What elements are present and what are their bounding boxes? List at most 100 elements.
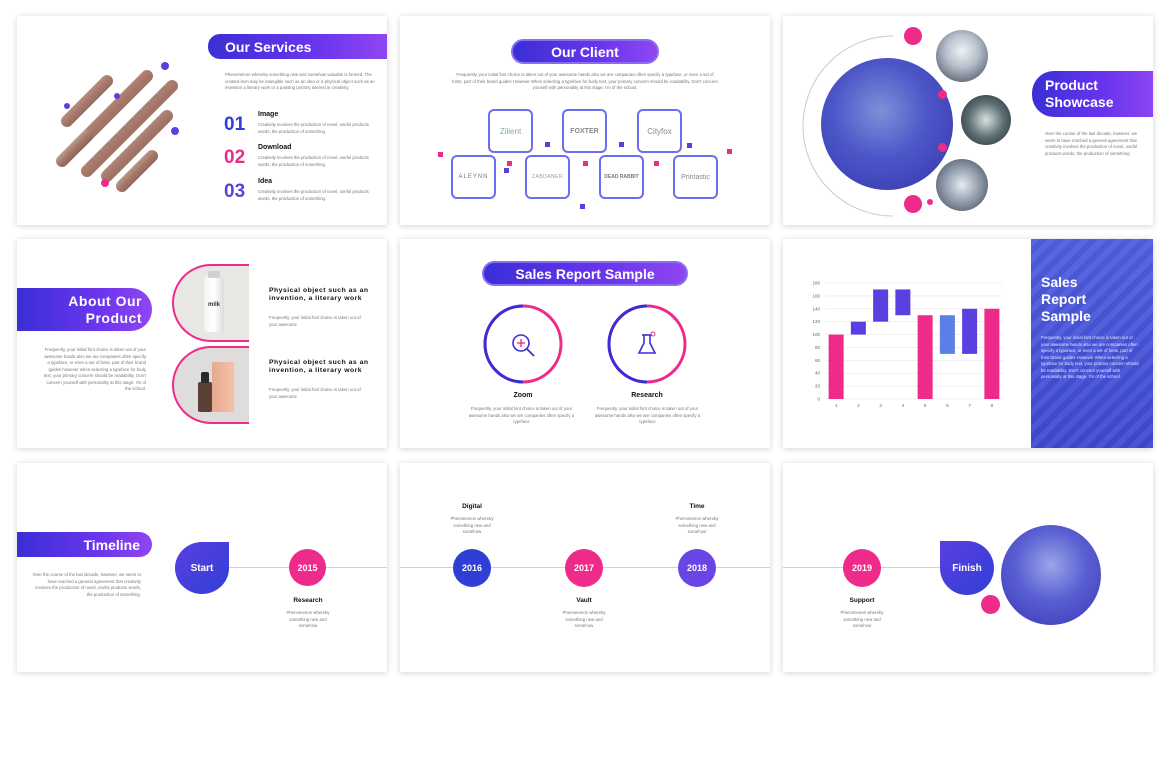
deco-dot [938,90,947,99]
about-title-line2: Product [85,309,142,326]
about-item-desc-2: Frequently, your initial font choice is … [269,387,361,399]
sales-panel-title-line2: Report [1041,291,1087,307]
client-logo-deadrabbit[interactable]: DEAD RABBIT [599,155,644,199]
sales-title: Sales Report Sample [515,265,655,282]
chart-bar [962,308,978,354]
slide-timeline-finish[interactable]: 2019 Support Phenomenon whereby somethin… [783,463,1153,672]
deco-dot [981,595,1000,614]
services-item-desc-3: Creativity involves the production of no… [258,189,369,201]
sales-panel-title: Sales Report Sample [1041,274,1091,325]
timeline-support-label: Support [849,597,875,604]
client-logo-cityfox[interactable]: Cityfox [637,109,682,153]
slide-our-services[interactable]: Our Services Phenomenon whereby somethin… [17,16,387,225]
deco-dot [927,199,933,205]
research-desc: Frequently, your initial font choice is … [594,406,701,424]
showcase-title-line2: Showcase [1045,94,1114,110]
timeline-research-desc: Phenomenon whereby something new and som… [286,610,330,628]
chart-bar [939,315,955,354]
logo-zilient-label: Zilient [499,126,522,136]
timeline-desc: Over the course of the last decade, howe… [32,572,141,597]
timeline-start-node[interactable]: Start [175,542,229,594]
services-item-title-1: Image [258,111,279,118]
services-num-1: 01 [224,114,246,135]
deco-square [583,161,588,166]
dropper-box [212,362,234,412]
milk-bottle [204,276,224,332]
slide-about-product[interactable]: About Our Product Frequently, your initi… [17,239,387,448]
logo-deadrabbit-label: DEAD RABBIT [604,174,639,180]
services-item-desc-1: Creativity involves the production of no… [258,122,369,134]
timeline-year-2019-label: 2019 [851,563,873,573]
about-item-desc-1: Frequently, your initial font choice is … [269,315,361,327]
timeline-year-2019[interactable]: 2019 [843,549,881,587]
deco-dot [904,27,922,45]
chart-y-tick: 140 [812,306,820,311]
chart-x-tick: 8 [991,403,994,408]
logo-foxter-label: FOXTER [570,127,599,135]
zoom-ring [483,304,563,384]
deco-square [727,149,732,154]
client-logo-foxter[interactable]: FOXTER [562,109,607,153]
services-item-title-3: Idea [258,178,273,185]
services-photo-collage [56,62,179,192]
about-title-line1: About Our [68,292,142,309]
showcase-desc: Over the course of the last decade, howe… [1045,131,1138,156]
slide-timeline-mid[interactable]: 2016 2017 2018 Digital Phenomenon whereb… [400,463,770,672]
about-item-title-2: Physical object such as an invention, a … [269,359,369,374]
about-title-pill: About Our Product [17,288,152,331]
product-dropper-image [172,346,249,424]
slide-our-client[interactable]: Our Client Frequently, your initial font… [400,16,770,225]
milk-bottle-cap [208,271,220,278]
sales-side-panel: Sales Report Sample Frequently, your ini… [1031,239,1153,448]
showcase-title-line1: Product [1045,77,1098,93]
chart-y-tick: 60 [815,358,821,363]
deco-square [545,142,550,147]
milk-label: milk [207,302,220,308]
sales-panel-title-line3: Sample [1041,308,1091,324]
client-logo-aleynn[interactable]: ALEYNN [451,155,496,199]
chart-y-tick: 20 [815,384,821,389]
client-logo-zilient[interactable]: Zilient [488,109,533,153]
dropper-bottle [198,382,212,412]
timeline-year-2017-label: 2017 [573,563,595,573]
timeline-year-2017[interactable]: 2017 [565,549,603,587]
showcase-photo-1 [936,30,988,82]
chart-x-tick: 3 [879,403,882,408]
deco-square [619,142,624,147]
services-intro: Phenomenon whereby something new and som… [225,72,375,90]
timeline-vault-label: Vault [576,597,592,604]
deco-square [580,204,585,209]
timeline-time-desc: Phenomenon whereby something new and som… [675,516,719,534]
client-intro: Frequently, your initial font choice is … [452,72,718,90]
chart-y-tick: 160 [812,293,820,298]
timeline-year-2018[interactable]: 2018 [678,549,716,587]
client-logo-printastic[interactable]: Printastic [673,155,718,199]
about-item-title-1: Physical object such as an invention, a … [269,287,369,302]
chart-y-tick: 0 [817,397,820,402]
timeline-year-2015[interactable]: 2015 [289,549,326,586]
chart-bar [895,289,911,316]
chart-x-tick: 6 [946,403,949,408]
showcase-title-pill: Product Showcase [1032,71,1153,117]
client-title: Our Client [551,43,619,60]
zoom-desc: Frequently, your initial font choice is … [468,406,575,424]
timeline-year-2016[interactable]: 2016 [453,549,491,587]
client-title-pill: Our Client [511,39,659,64]
flask-icon [637,331,657,354]
logo-zabdaner-label: ZABDANER [531,174,564,180]
chart-y-tick: 100 [812,332,820,337]
slide-product-showcase[interactable]: Product Showcase Over the course of the … [783,16,1153,225]
deco-dot [904,195,922,213]
timeline-finish-node[interactable]: Finish [940,541,994,595]
slide-sales-chart[interactable]: 0 20 40 60 80 100 120 140 160 180 1 2 3 4 5 6 7 8 Sales R… [783,239,1153,448]
chart-x-tick: 2 [857,403,860,408]
chart-y-tick: 120 [812,319,820,324]
zoom-icon [512,334,535,357]
sales-panel-photo-texture [1031,239,1153,448]
slide-sales-report[interactable]: Sales Report Sample Zoom Frequently, you… [400,239,770,448]
chart-bar [828,334,844,399]
slide-timeline-start[interactable]: Timeline Over the course of the last dec… [17,463,387,672]
services-title-pill: Our Services [208,34,387,59]
client-logo-zabdaner[interactable]: ZABDANER [525,155,570,199]
sales-panel-title-line1: Sales [1041,274,1078,290]
